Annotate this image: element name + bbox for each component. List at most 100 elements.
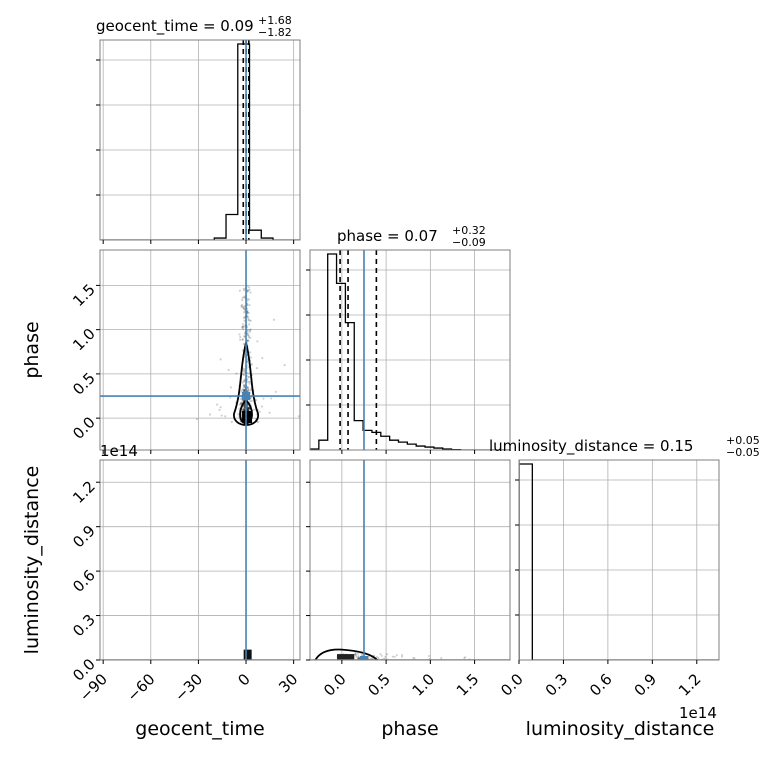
scatter-point <box>240 304 243 307</box>
scatter-point <box>246 315 249 318</box>
scatter-point <box>246 299 249 302</box>
scatter-point <box>246 408 250 412</box>
scatter-point <box>246 334 249 337</box>
scatter-point <box>219 358 222 361</box>
scatter-point <box>428 655 431 658</box>
scatter-point <box>357 657 360 660</box>
x-tick-label-phase: 1.5 <box>453 670 483 700</box>
y-tick-label-luminosity-distance: 0.6 <box>69 566 99 596</box>
ylabel-phase: phase <box>21 321 43 378</box>
scatter-point <box>208 413 212 416</box>
scatter-point <box>246 329 249 332</box>
scatter-point <box>230 420 233 424</box>
scatter-point <box>241 298 244 302</box>
scatter-point <box>440 657 443 660</box>
scatter-point <box>354 651 357 654</box>
scatter-point <box>256 340 259 343</box>
scatter-point <box>246 387 250 390</box>
scatter-point <box>248 382 251 385</box>
x-tick-label-geocent-time: −30 <box>171 670 206 705</box>
scatter-point <box>248 288 251 291</box>
x-tick-label-geocent-time: 0 <box>234 670 253 689</box>
scatter-point <box>242 408 245 411</box>
scatter-point <box>242 385 246 388</box>
scatter-point <box>241 323 245 326</box>
x-tick-label-phase: 1.0 <box>409 670 439 700</box>
scatter-point <box>242 409 245 412</box>
title-luminosity-distance-main: luminosity_distance = 0.15 <box>489 437 693 456</box>
scatter-point <box>274 390 277 393</box>
scatter-point <box>235 372 238 375</box>
scatter-point <box>246 339 249 342</box>
ylabel-luminosity-distance: luminosity_distance <box>21 466 43 655</box>
x-tick-label-phase: 0.0 <box>320 670 350 700</box>
y-tick-label-luminosity-distance: 1.2 <box>69 477 99 507</box>
scatter-point <box>357 656 360 659</box>
x-tick-label-geocent-time: 30 <box>275 670 301 696</box>
scatter-point <box>242 368 245 371</box>
y-tick-label-luminosity-distance: 0.3 <box>69 611 99 641</box>
title-phase-plus: +0.32 <box>452 224 486 237</box>
panel-luminosity-vs-phase <box>306 459 511 664</box>
scatter-point <box>246 289 249 292</box>
scatter-point <box>238 289 241 292</box>
scatter-point <box>243 371 246 374</box>
scatter-point <box>248 330 252 333</box>
scatter-point <box>248 407 251 410</box>
scatter-point <box>247 380 250 384</box>
scatter-point <box>463 657 466 660</box>
scatter-point <box>242 389 245 392</box>
scatter-point <box>249 328 252 331</box>
scatter-point <box>249 319 252 322</box>
scatter-point <box>241 338 244 341</box>
scatter-point <box>367 655 370 658</box>
title-geocent-time: geocent_time = 0.09 <box>96 17 254 36</box>
scatter-point <box>243 289 246 292</box>
scatter-point <box>242 306 245 309</box>
scatter-point <box>375 655 378 658</box>
scatter-point <box>242 408 245 411</box>
scatter-point <box>243 319 246 322</box>
x-tick-label-luminosity-distance: 0.9 <box>631 670 661 700</box>
scatter-point <box>247 334 250 337</box>
scatter-point <box>242 406 245 409</box>
title-luminosity-distance-plus: +0.05 <box>726 434 760 447</box>
scatter-point <box>246 404 249 407</box>
scatter-point <box>248 303 251 307</box>
panel-frame <box>309 459 511 661</box>
panel-frame <box>99 459 301 661</box>
scatter-point <box>243 389 246 392</box>
y-tick-label-phase: 1.0 <box>69 325 99 355</box>
scatter-point <box>383 657 386 660</box>
xlabel-luminosity-distance: luminosity_distance <box>526 718 715 740</box>
title-phase: phase = 0.07 <box>337 227 438 245</box>
scatter-point <box>220 414 223 417</box>
scatter-point <box>241 338 245 341</box>
scatter-point <box>270 397 273 400</box>
truth-marker <box>242 392 251 401</box>
density-core <box>337 654 355 660</box>
scatter-point <box>283 364 286 367</box>
scatter-point <box>218 408 221 412</box>
scatter-point <box>242 408 245 412</box>
scatter-point <box>258 410 261 413</box>
scatter-point <box>238 333 241 336</box>
contour-outer <box>314 648 378 660</box>
scatter-point <box>239 402 243 405</box>
title-luminosity-distance: luminosity_distance = 0.15 <box>489 437 693 456</box>
scatter-point <box>243 307 246 311</box>
scatter-point <box>249 356 253 359</box>
scatter-point <box>246 408 250 411</box>
panel-frame <box>309 249 511 451</box>
scatter-point <box>354 653 357 656</box>
scatter-point <box>242 307 246 310</box>
scatter-point <box>248 323 251 326</box>
scatter-point <box>255 399 258 402</box>
scatter-point <box>239 397 242 401</box>
scatter-point <box>246 309 249 313</box>
scatter-point <box>356 657 359 660</box>
scatter-point <box>255 367 259 370</box>
scatter-point <box>379 652 382 655</box>
scatter-point <box>247 339 250 342</box>
